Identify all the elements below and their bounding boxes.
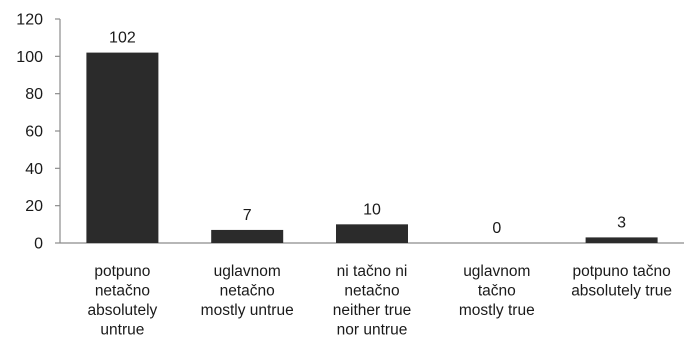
data-label: 3 bbox=[617, 214, 626, 231]
category-label-line: netačno bbox=[95, 283, 150, 300]
category-label-line: mostly untrue bbox=[201, 302, 294, 319]
category-label: uglavnom tačno mostly true bbox=[459, 263, 535, 319]
y-tick-label: 40 bbox=[25, 161, 43, 178]
category-label-line: tačno bbox=[478, 283, 516, 300]
category-label-line: absolutely true bbox=[571, 283, 672, 300]
y-tick-label: 20 bbox=[25, 198, 43, 215]
category-label-line: mostly true bbox=[459, 302, 535, 319]
y-tick-label: 100 bbox=[16, 49, 43, 66]
category-label-line: ni tačno ni bbox=[337, 263, 408, 280]
y-tick-label: 60 bbox=[25, 124, 43, 141]
category-label-line: untrue bbox=[100, 322, 144, 339]
bar bbox=[211, 229, 284, 243]
category-label-line: potpuno tačno bbox=[572, 263, 670, 280]
category-label-line: uglavnom bbox=[214, 263, 281, 280]
bars bbox=[86, 52, 658, 243]
y-tick-label: 80 bbox=[25, 86, 43, 103]
category-label-line: uglavnom bbox=[463, 263, 530, 280]
data-label: 0 bbox=[492, 220, 501, 237]
data-label: 10 bbox=[363, 201, 381, 218]
bar bbox=[585, 237, 658, 243]
category-label-line: neither true bbox=[333, 302, 411, 319]
category-label-line: nor untrue bbox=[337, 322, 408, 339]
category-label-line: potpuno bbox=[94, 263, 150, 280]
data-label: 102 bbox=[109, 30, 136, 47]
category-label-line: absolutely bbox=[88, 302, 158, 319]
category-label-line: netačno bbox=[344, 283, 399, 300]
y-tick-label: 0 bbox=[34, 236, 43, 253]
category-label: potpuno netačno absolutely untrue bbox=[88, 263, 158, 339]
category-labels: potpuno netačno absolutely untrue uglavnom ne… bbox=[88, 263, 673, 339]
y-tick-label: 120 bbox=[16, 12, 43, 29]
category-label: potpuno tačno absolutely true bbox=[571, 263, 672, 300]
data-labels: 102 7 10 0 3 bbox=[109, 30, 626, 237]
bar bbox=[86, 52, 159, 243]
category-label-line: netačno bbox=[220, 283, 275, 300]
y-axis: 0 20 40 60 80 100 120 bbox=[16, 12, 61, 253]
category-label: uglavnom netačno mostly untrue bbox=[201, 263, 294, 319]
bar bbox=[336, 224, 408, 243]
data-label: 7 bbox=[243, 207, 252, 224]
category-label: ni tačno ni netačno neither true nor untrue bbox=[333, 263, 411, 339]
